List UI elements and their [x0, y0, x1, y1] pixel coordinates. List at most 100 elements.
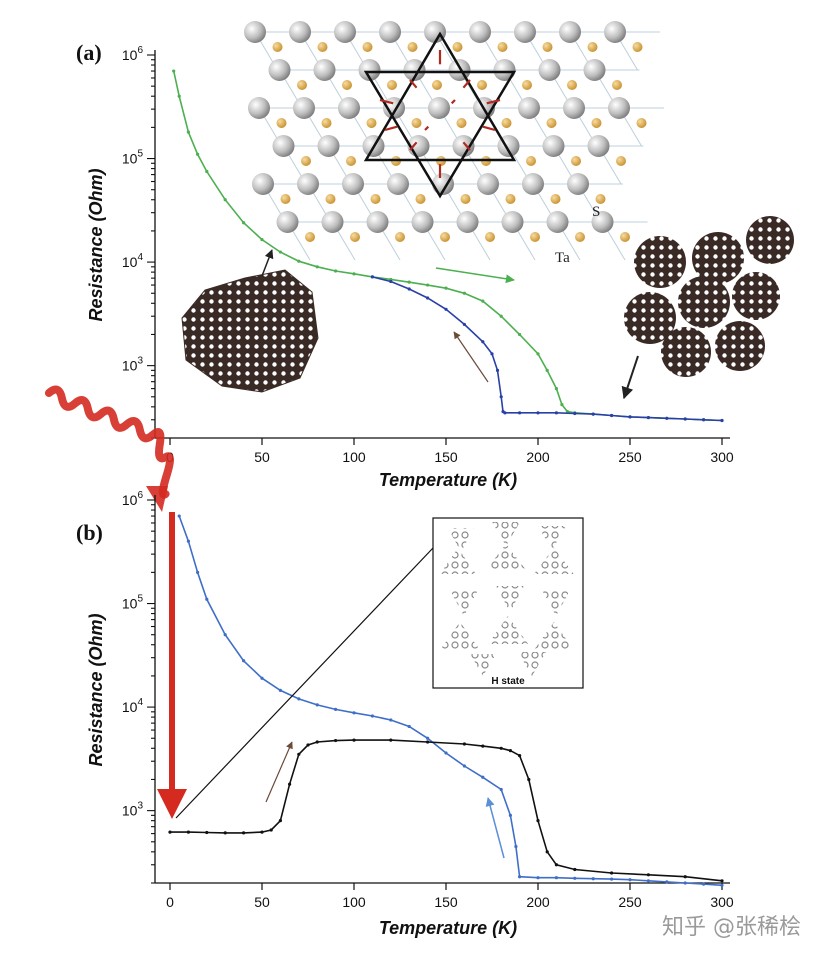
displacement-arrow	[482, 125, 496, 132]
sulfur-atom	[244, 21, 266, 43]
data-point	[315, 265, 319, 269]
arrow-cooling-b	[485, 797, 505, 859]
data-point	[242, 831, 246, 835]
sulfur-atom	[272, 135, 295, 157]
sulfur-atom	[587, 135, 610, 157]
lattice-illustration	[244, 21, 664, 261]
tantalum-atom	[620, 232, 630, 242]
tantalum-atom	[632, 42, 643, 52]
data-point	[573, 867, 577, 872]
data-point	[481, 340, 485, 344]
atom-label-s: S	[592, 204, 600, 220]
data-point	[610, 871, 614, 875]
tantalum-atom	[452, 42, 463, 52]
y-tick-label: 104	[122, 697, 144, 715]
data-point	[665, 880, 669, 884]
tantalum-atom	[411, 118, 422, 128]
tantalum-atom	[325, 194, 336, 204]
data-point	[196, 570, 200, 574]
arrow-heating-b	[265, 741, 293, 803]
data-point	[389, 738, 393, 742]
data-point	[407, 280, 411, 284]
sulfur-atom	[608, 97, 630, 119]
data-point	[554, 411, 559, 415]
data-point	[205, 597, 209, 601]
x-tick-label: 150	[434, 449, 458, 465]
tantalum-atom	[477, 80, 487, 90]
tantalum-atom	[456, 118, 467, 128]
data-point	[278, 688, 282, 692]
sulfur-atom	[542, 135, 565, 157]
sulfur-atom	[276, 211, 299, 233]
data-point	[499, 787, 503, 792]
displacement-arrow	[462, 79, 471, 89]
tantalum-atom	[321, 118, 332, 128]
inset-pointer-line	[175, 547, 434, 819]
sulfur-atom	[559, 21, 581, 43]
data-point	[499, 395, 503, 399]
data-point	[352, 272, 356, 276]
tantalum-atom	[530, 232, 540, 242]
data-point	[536, 876, 540, 880]
data-point	[297, 697, 301, 701]
panel-b: (b) 0 50 100 150 200 250 300 103 104 105 106 Tempe…	[76, 490, 734, 938]
data-point	[683, 881, 687, 885]
data-point	[278, 250, 282, 254]
tantalum-atom	[636, 118, 647, 128]
sulfur-atom	[387, 173, 409, 195]
sulfur-atom	[567, 173, 589, 195]
sulfur-atom	[403, 59, 426, 81]
watermark: 知乎 @张稀桧	[662, 915, 801, 940]
tantalum-atom	[362, 42, 373, 52]
data-point	[196, 152, 200, 156]
y-tick-label: 103	[122, 356, 144, 374]
data-point	[720, 883, 724, 887]
data-point	[177, 514, 181, 518]
data-point	[223, 633, 227, 637]
tantalum-atom	[407, 42, 418, 52]
sulfur-atom	[358, 59, 381, 81]
tantalum-atom	[587, 42, 598, 52]
tantalum-atom	[526, 156, 536, 166]
data-point	[426, 283, 430, 287]
sulfur-atom	[477, 173, 499, 195]
sulfur-atom	[293, 97, 315, 119]
sulfur-atom	[518, 97, 540, 119]
tantalum-atom	[616, 156, 626, 166]
sulfur-atom	[448, 59, 471, 81]
displacement-arrow	[462, 141, 471, 151]
data-point	[518, 411, 522, 415]
data-point	[545, 368, 549, 372]
tantalum-atom	[276, 118, 287, 128]
series-line-1	[170, 739, 723, 882]
data-point	[334, 269, 338, 273]
displacement-arrow	[486, 98, 501, 105]
data-point	[481, 744, 485, 748]
y-axis-title-b: Resistance (Ohm)	[86, 613, 106, 766]
x-tick-label: 300	[710, 894, 734, 910]
sulfur-atom	[452, 135, 475, 157]
series-line-1	[372, 276, 723, 422]
sulfur-atom	[522, 173, 544, 195]
data-point	[591, 412, 595, 416]
data-point	[223, 198, 227, 202]
data-point	[536, 352, 540, 356]
data-point	[683, 875, 687, 879]
tantalum-atom	[272, 42, 283, 52]
data-point	[508, 748, 512, 753]
data-point	[628, 878, 632, 882]
series-line-0	[178, 515, 723, 887]
sulfur-atom	[297, 173, 319, 195]
sulfur-atom	[379, 21, 401, 43]
y-tick-label: 106	[122, 490, 144, 508]
data-point	[177, 94, 181, 98]
sulfur-atom	[252, 173, 274, 195]
x-tick-label: 0	[166, 894, 174, 910]
tantalum-atom	[485, 232, 495, 242]
data-point	[334, 738, 338, 743]
data-point	[702, 418, 706, 422]
data-point	[407, 287, 411, 291]
data-point	[315, 740, 319, 744]
